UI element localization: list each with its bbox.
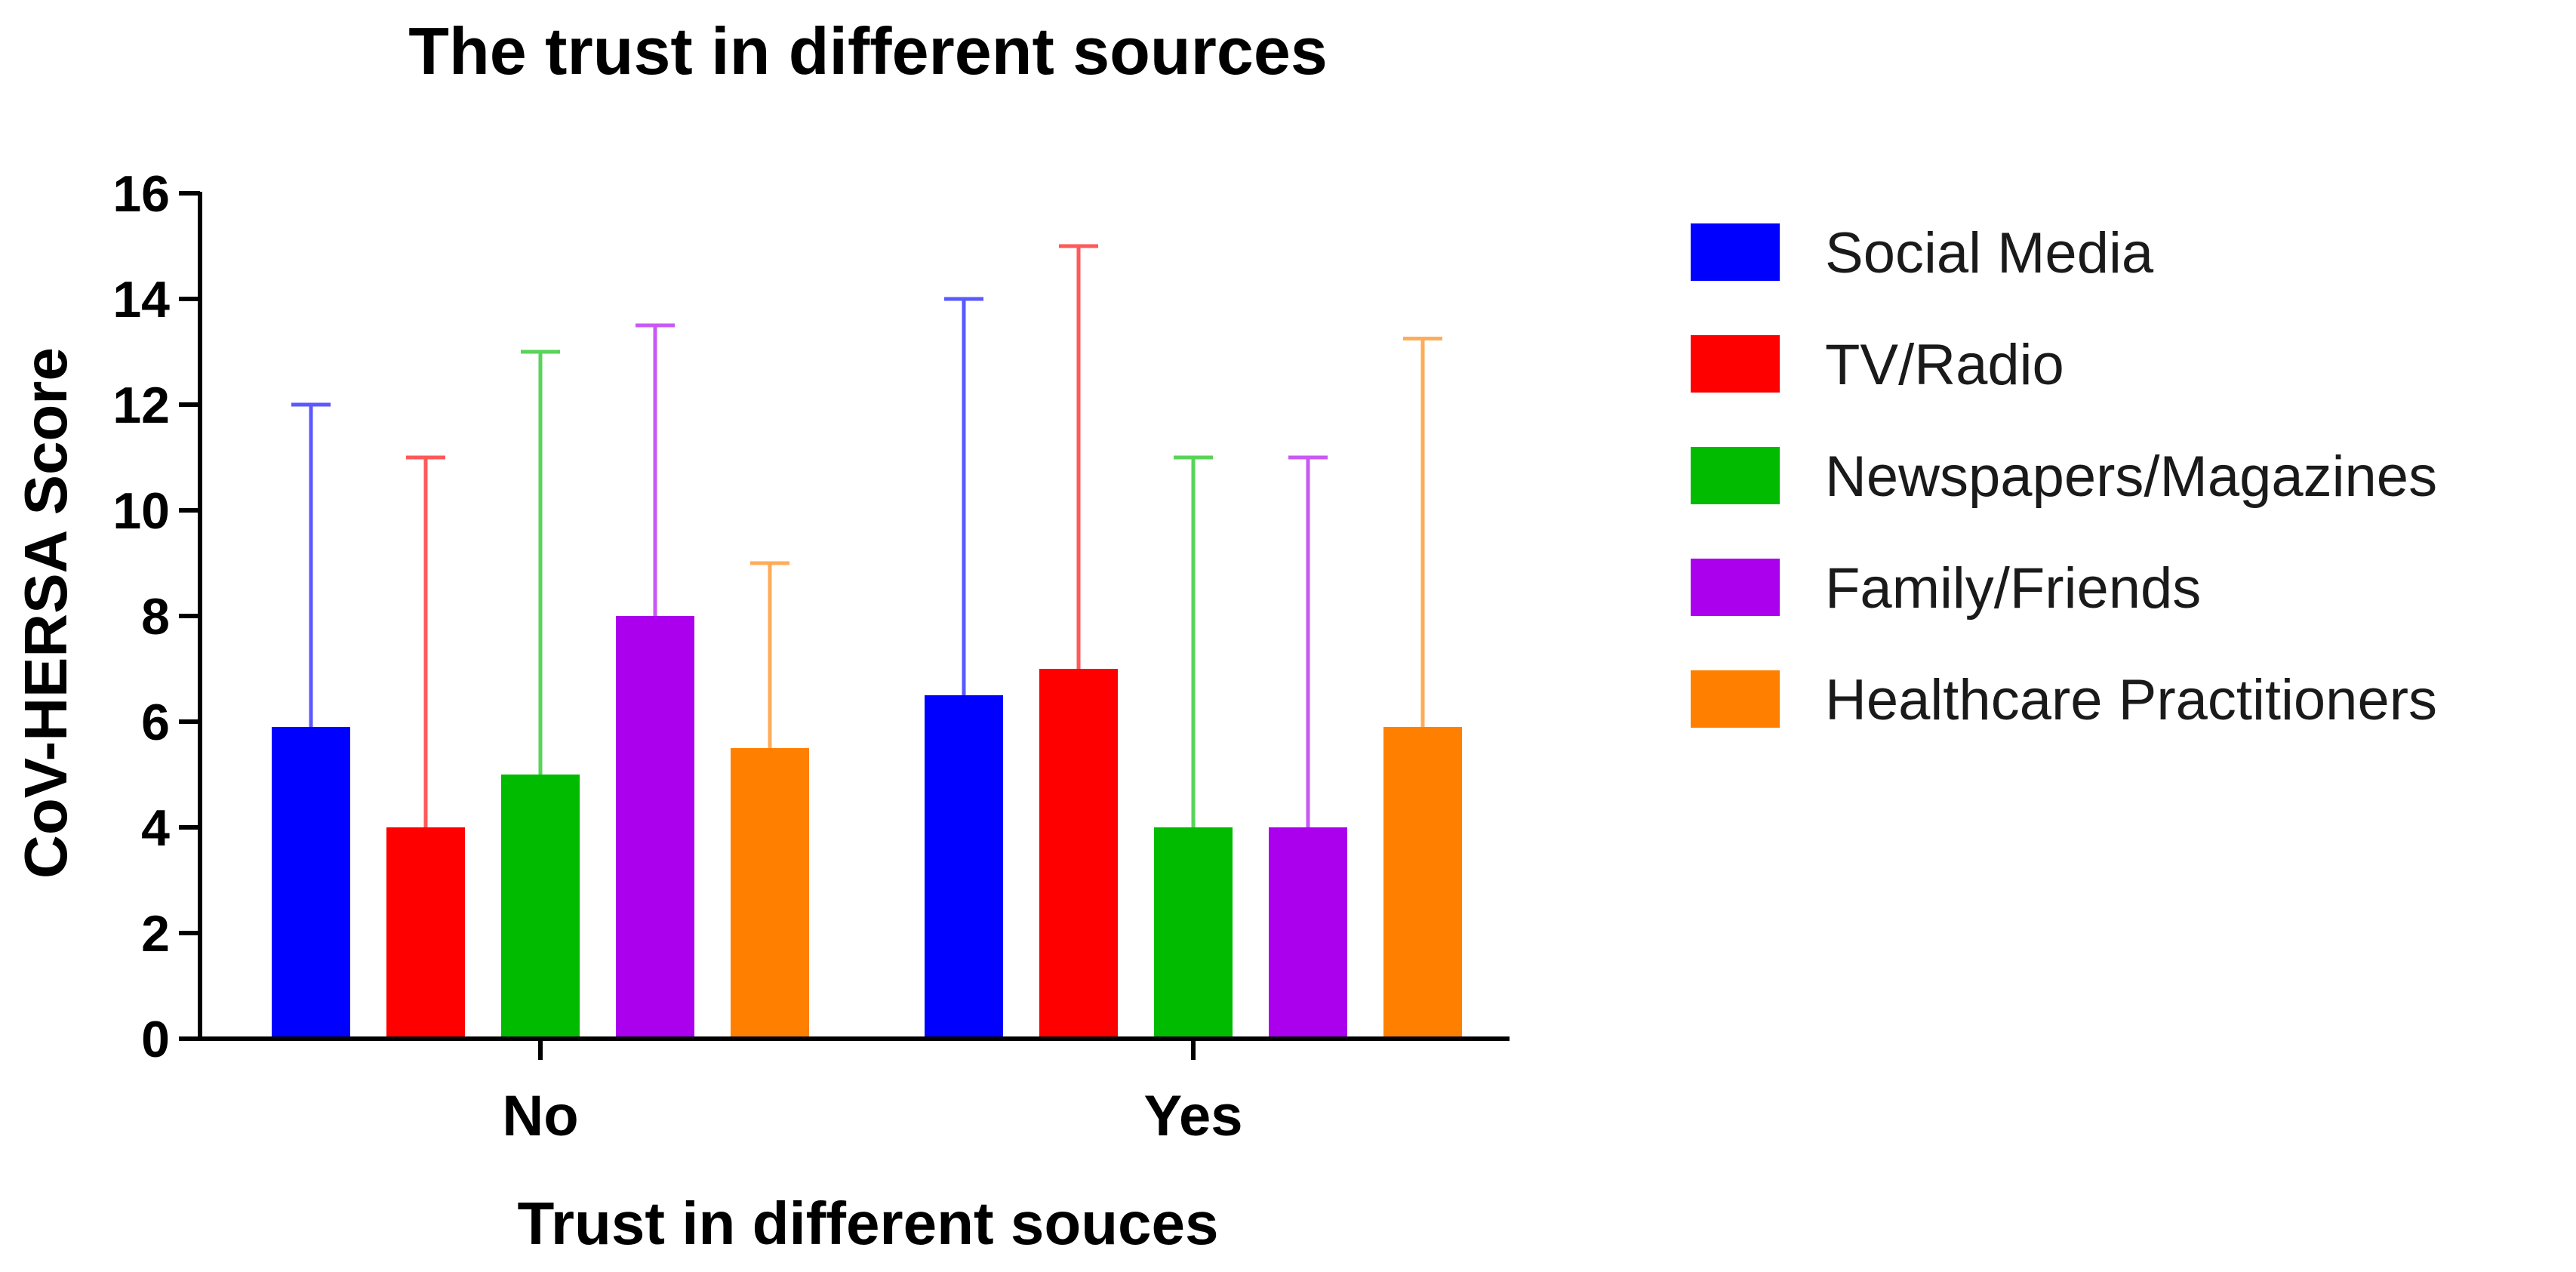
y-tick-label: 0	[141, 1011, 170, 1068]
y-tick-label: 12	[112, 377, 170, 434]
legend-label-newspapers-magazines: Newspapers/Magazines	[1825, 445, 2437, 509]
bar-tv-radio-yes	[1039, 669, 1118, 1039]
legend: Social Media TV/Radio Newspapers/Magazines…	[1691, 221, 2437, 732]
legend-label-family-friends: Family/Friends	[1825, 556, 2201, 621]
legend-swatch-social-media	[1691, 223, 1780, 281]
x-tick-label: Yes	[1143, 1084, 1242, 1148]
x-axis-title: Trust in different souces	[517, 1190, 1218, 1257]
bar-social-media-yes	[925, 695, 1003, 1039]
bar-family-friends-no	[616, 616, 694, 1039]
y-tick-label: 10	[112, 482, 170, 540]
bar-healthcare-practitioners-yes	[1383, 727, 1462, 1039]
y-tick-label: 16	[112, 165, 170, 223]
legend-label-social-media: Social Media	[1825, 221, 2154, 285]
bar-newspapers-magazines-yes	[1154, 827, 1233, 1039]
bar-social-media-no	[272, 727, 350, 1039]
y-tick-label: 4	[141, 799, 170, 857]
legend-swatch-tv-radio	[1691, 335, 1780, 393]
legend-swatch-newspapers-magazines	[1691, 447, 1780, 504]
legend-swatch-family-friends	[1691, 559, 1780, 616]
bar-healthcare-practitioners-no	[731, 748, 809, 1039]
y-axis-title: CoV-HERSA Score	[12, 347, 79, 879]
legend-swatch-healthcare-practitioners	[1691, 670, 1780, 728]
legend-label-tv-radio: TV/Radio	[1825, 333, 2064, 397]
legend-label-healthcare-practitioners: Healthcare Practitioners	[1825, 668, 2437, 732]
chart-title: The trust in different sources	[408, 14, 1328, 88]
y-tick-label: 14	[112, 271, 170, 328]
y-tick-label: 2	[141, 905, 170, 962]
x-tick-label: No	[502, 1084, 578, 1148]
bar-newspapers-magazines-no	[501, 775, 580, 1039]
bar-tv-radio-no	[386, 827, 465, 1039]
y-tick-label: 8	[141, 588, 170, 645]
y-tick-label: 6	[141, 694, 170, 751]
plot-area: 0 2 4 6 8 10 12 14 16 No Yes	[112, 165, 1510, 1148]
bar-family-friends-yes	[1269, 827, 1347, 1039]
